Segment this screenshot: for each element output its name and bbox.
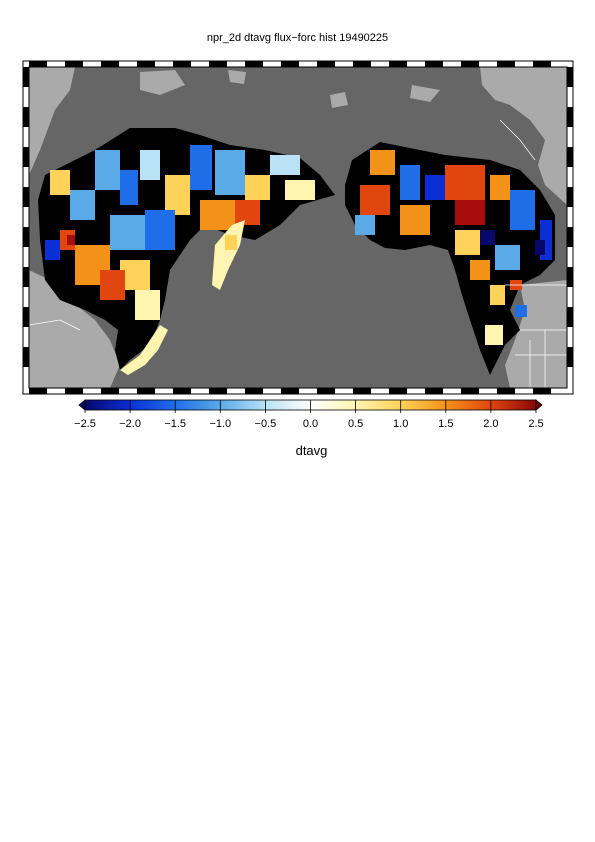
- map-frame: [22, 60, 574, 395]
- colorbar-tick-label: 2.5: [528, 418, 544, 430]
- outside-land: [29, 67, 567, 388]
- asia-data-region: [38, 128, 335, 370]
- colorbar-tick-label: −1.0: [209, 418, 232, 430]
- colorbar-tick-label: −1.5: [164, 418, 187, 430]
- colorbar-tick-label: 1.0: [393, 418, 409, 430]
- colorbar: [78, 399, 543, 413]
- colorbar-low-arrow: [78, 399, 86, 411]
- colorbar-tick-label: 0.5: [347, 418, 364, 430]
- colorbar-tick-label: 1.5: [438, 418, 454, 430]
- kamchatka-data: [120, 220, 245, 375]
- colorbar-tick-label: 0.0: [302, 418, 319, 430]
- colorbar-tick-label: 2.0: [483, 418, 499, 430]
- colorbar-tick-label: −0.5: [254, 418, 277, 430]
- north-america-data-region: [345, 142, 555, 375]
- map-panel: [29, 67, 567, 388]
- colorbar-label: dtavg: [295, 443, 328, 458]
- colorbar-tick-label: −2.5: [74, 418, 96, 430]
- map-title: npr_2d dtavg flux−forc hist 19490225: [206, 32, 389, 44]
- colorbar-high-arrow: [535, 399, 543, 411]
- boundary-lines: [29, 119, 567, 388]
- colorbar-tick-label: −2.0: [119, 418, 141, 430]
